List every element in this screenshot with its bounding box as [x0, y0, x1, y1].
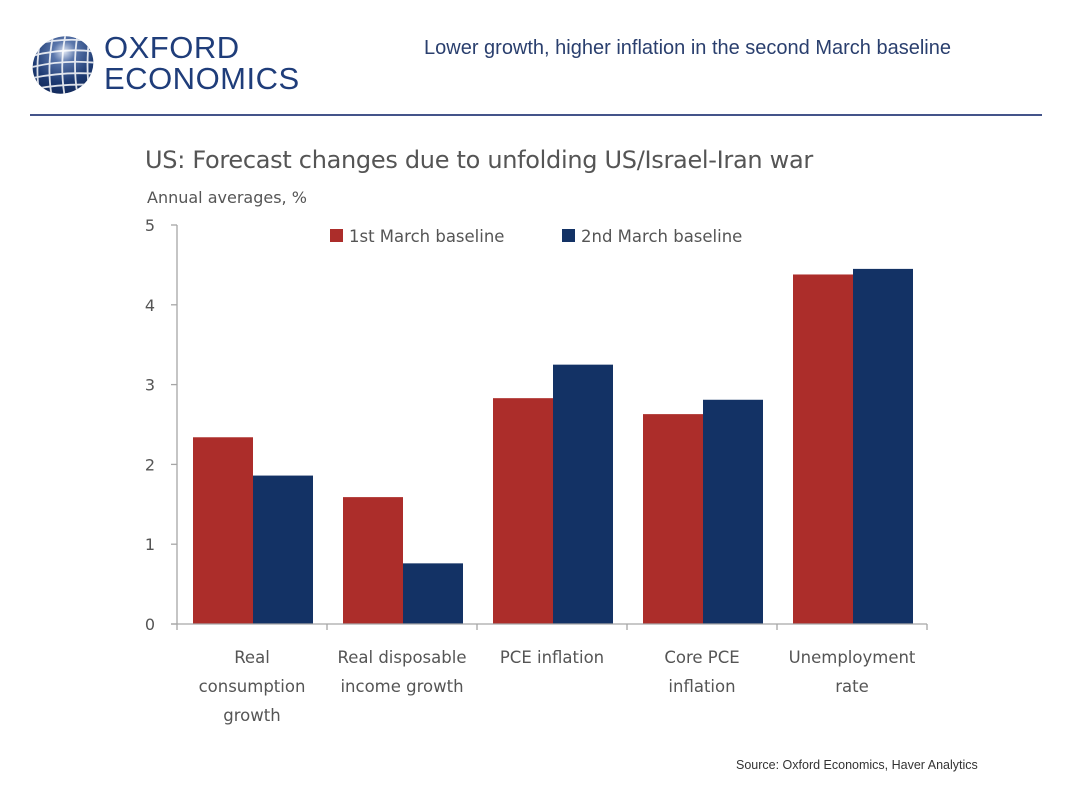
bar-1-2: [343, 497, 403, 624]
category-label-line: Real: [234, 648, 270, 667]
bar-2-3: [553, 364, 613, 624]
category-label-line: rate: [835, 677, 869, 696]
category-label-line: PCE inflation: [500, 648, 604, 667]
category-label: PCE inflation: [500, 648, 604, 667]
chart-title: US: Forecast changes due to unfolding US…: [145, 146, 813, 174]
y-tick-label: 3: [145, 376, 155, 395]
y-tick-label: 5: [145, 216, 155, 235]
y-tick-label: 0: [145, 615, 155, 634]
category-label-line: consumption: [199, 677, 306, 696]
header-divider: [30, 114, 1042, 116]
source-note: Source: Oxford Economics, Haver Analytic…: [736, 758, 978, 772]
bar-1-5: [793, 274, 853, 624]
category-label-line: Core PCE: [664, 648, 739, 667]
category-label: Unemployment rate: [789, 648, 916, 696]
logo-line-2: ECONOMICS: [104, 61, 300, 96]
category-label-line: Real disposable: [338, 648, 467, 667]
globe-icon: [28, 32, 98, 98]
bar-2-1: [253, 475, 313, 624]
legend-swatch-1: [330, 229, 343, 242]
logo-line-1: OXFORD: [104, 30, 240, 65]
bar-2-5: [853, 268, 913, 624]
category-labels: Real consumption growth Real disposable inco…: [199, 648, 916, 725]
y-tick-label: 1: [145, 535, 155, 554]
category-label: Real consumption growth: [199, 648, 306, 725]
bar-1-1: [193, 437, 253, 624]
slide-title: Lower growth, higher inflation in the se…: [424, 37, 951, 59]
y-tick-label: 4: [145, 296, 155, 315]
legend-label-2: 2nd March baseline: [581, 227, 742, 246]
category-label: Real disposable income growth: [338, 648, 467, 696]
category-label: Core PCE inflation: [664, 648, 739, 696]
category-label-line: growth: [223, 706, 280, 725]
axes-group: 0 1 2 3 4 5: [145, 216, 928, 634]
category-label-line: Unemployment: [789, 648, 916, 667]
oxford-economics-logo: OXFORD ECONOMICS: [28, 30, 328, 100]
category-label-line: income growth: [340, 677, 463, 696]
bar-2-4: [703, 399, 763, 624]
legend-swatch-2: [562, 229, 575, 242]
y-tick-label: 2: [145, 455, 155, 474]
bar-2-2: [403, 563, 463, 624]
category-label-line: inflation: [668, 677, 735, 696]
chart-subtitle: Annual averages, %: [147, 188, 307, 207]
bar-1-3: [493, 398, 553, 624]
legend-label-1: 1st March baseline: [349, 227, 504, 246]
legend: 1st March baseline 2nd March baseline: [330, 227, 742, 246]
bar-1-4: [643, 414, 703, 624]
logo-wordmark: OXFORD ECONOMICS: [104, 32, 300, 94]
bars-group: [193, 268, 913, 624]
